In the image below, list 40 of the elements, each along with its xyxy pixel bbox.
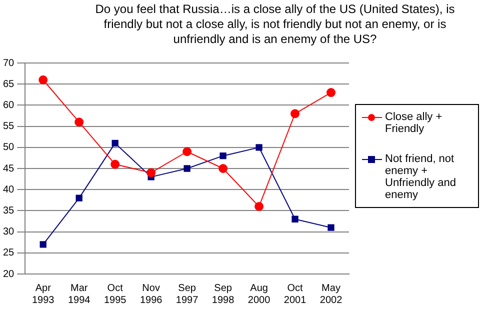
point [110,160,120,169]
x-tick-label: Apr 1993 [32,282,55,306]
point [292,216,298,222]
y-tick-label: 70 [3,58,15,69]
x-tick-label: Oct 2001 [284,282,307,306]
y-tick-label: 65 [3,78,15,90]
point [112,140,118,147]
x-tick-label: Nov 1996 [140,282,163,306]
x-tick-label: Aug 2000 [248,282,271,306]
point [290,109,300,118]
point [254,202,264,211]
legend-label: Close ally + Friendly [385,111,444,135]
point [328,224,334,231]
y-tick-label: 40 [3,184,15,196]
legend-label: Not friend, not enemy + Unfriendly and enemy [385,153,457,201]
point [146,168,156,178]
x-tick-label: Mar 1994 [68,282,91,306]
x-tick-label: Sep 1998 [212,282,235,306]
x-tick-label: May 2002 [320,282,343,306]
point [184,165,190,172]
point [220,152,226,160]
y-tick-label: 55 [3,121,15,132]
point [74,118,84,127]
x-tick-label: Sep 1997 [176,282,199,306]
point [76,194,82,202]
point [38,75,48,84]
point [218,164,228,173]
point [40,241,46,248]
point [182,147,192,156]
point [256,144,262,151]
chart-title: Do you feel that Russia…is a close ally of the US (United States), is friendly but not a close ally, is not friendly but not an enemy, or is unfriendly and is an enemy of the US? [94,1,456,48]
y-tick-label: 20 [3,268,15,280]
y-tick-label: 50 [3,142,15,154]
y-tick-label: 30 [3,226,15,238]
y-tick-label: 45 [3,163,15,174]
point [326,88,336,98]
y-tick-label: 25 [3,248,15,259]
x-tick-label: Oct 1995 [104,282,127,306]
y-tick-label: 35 [3,205,15,216]
y-tick-label: 60 [3,100,15,111]
